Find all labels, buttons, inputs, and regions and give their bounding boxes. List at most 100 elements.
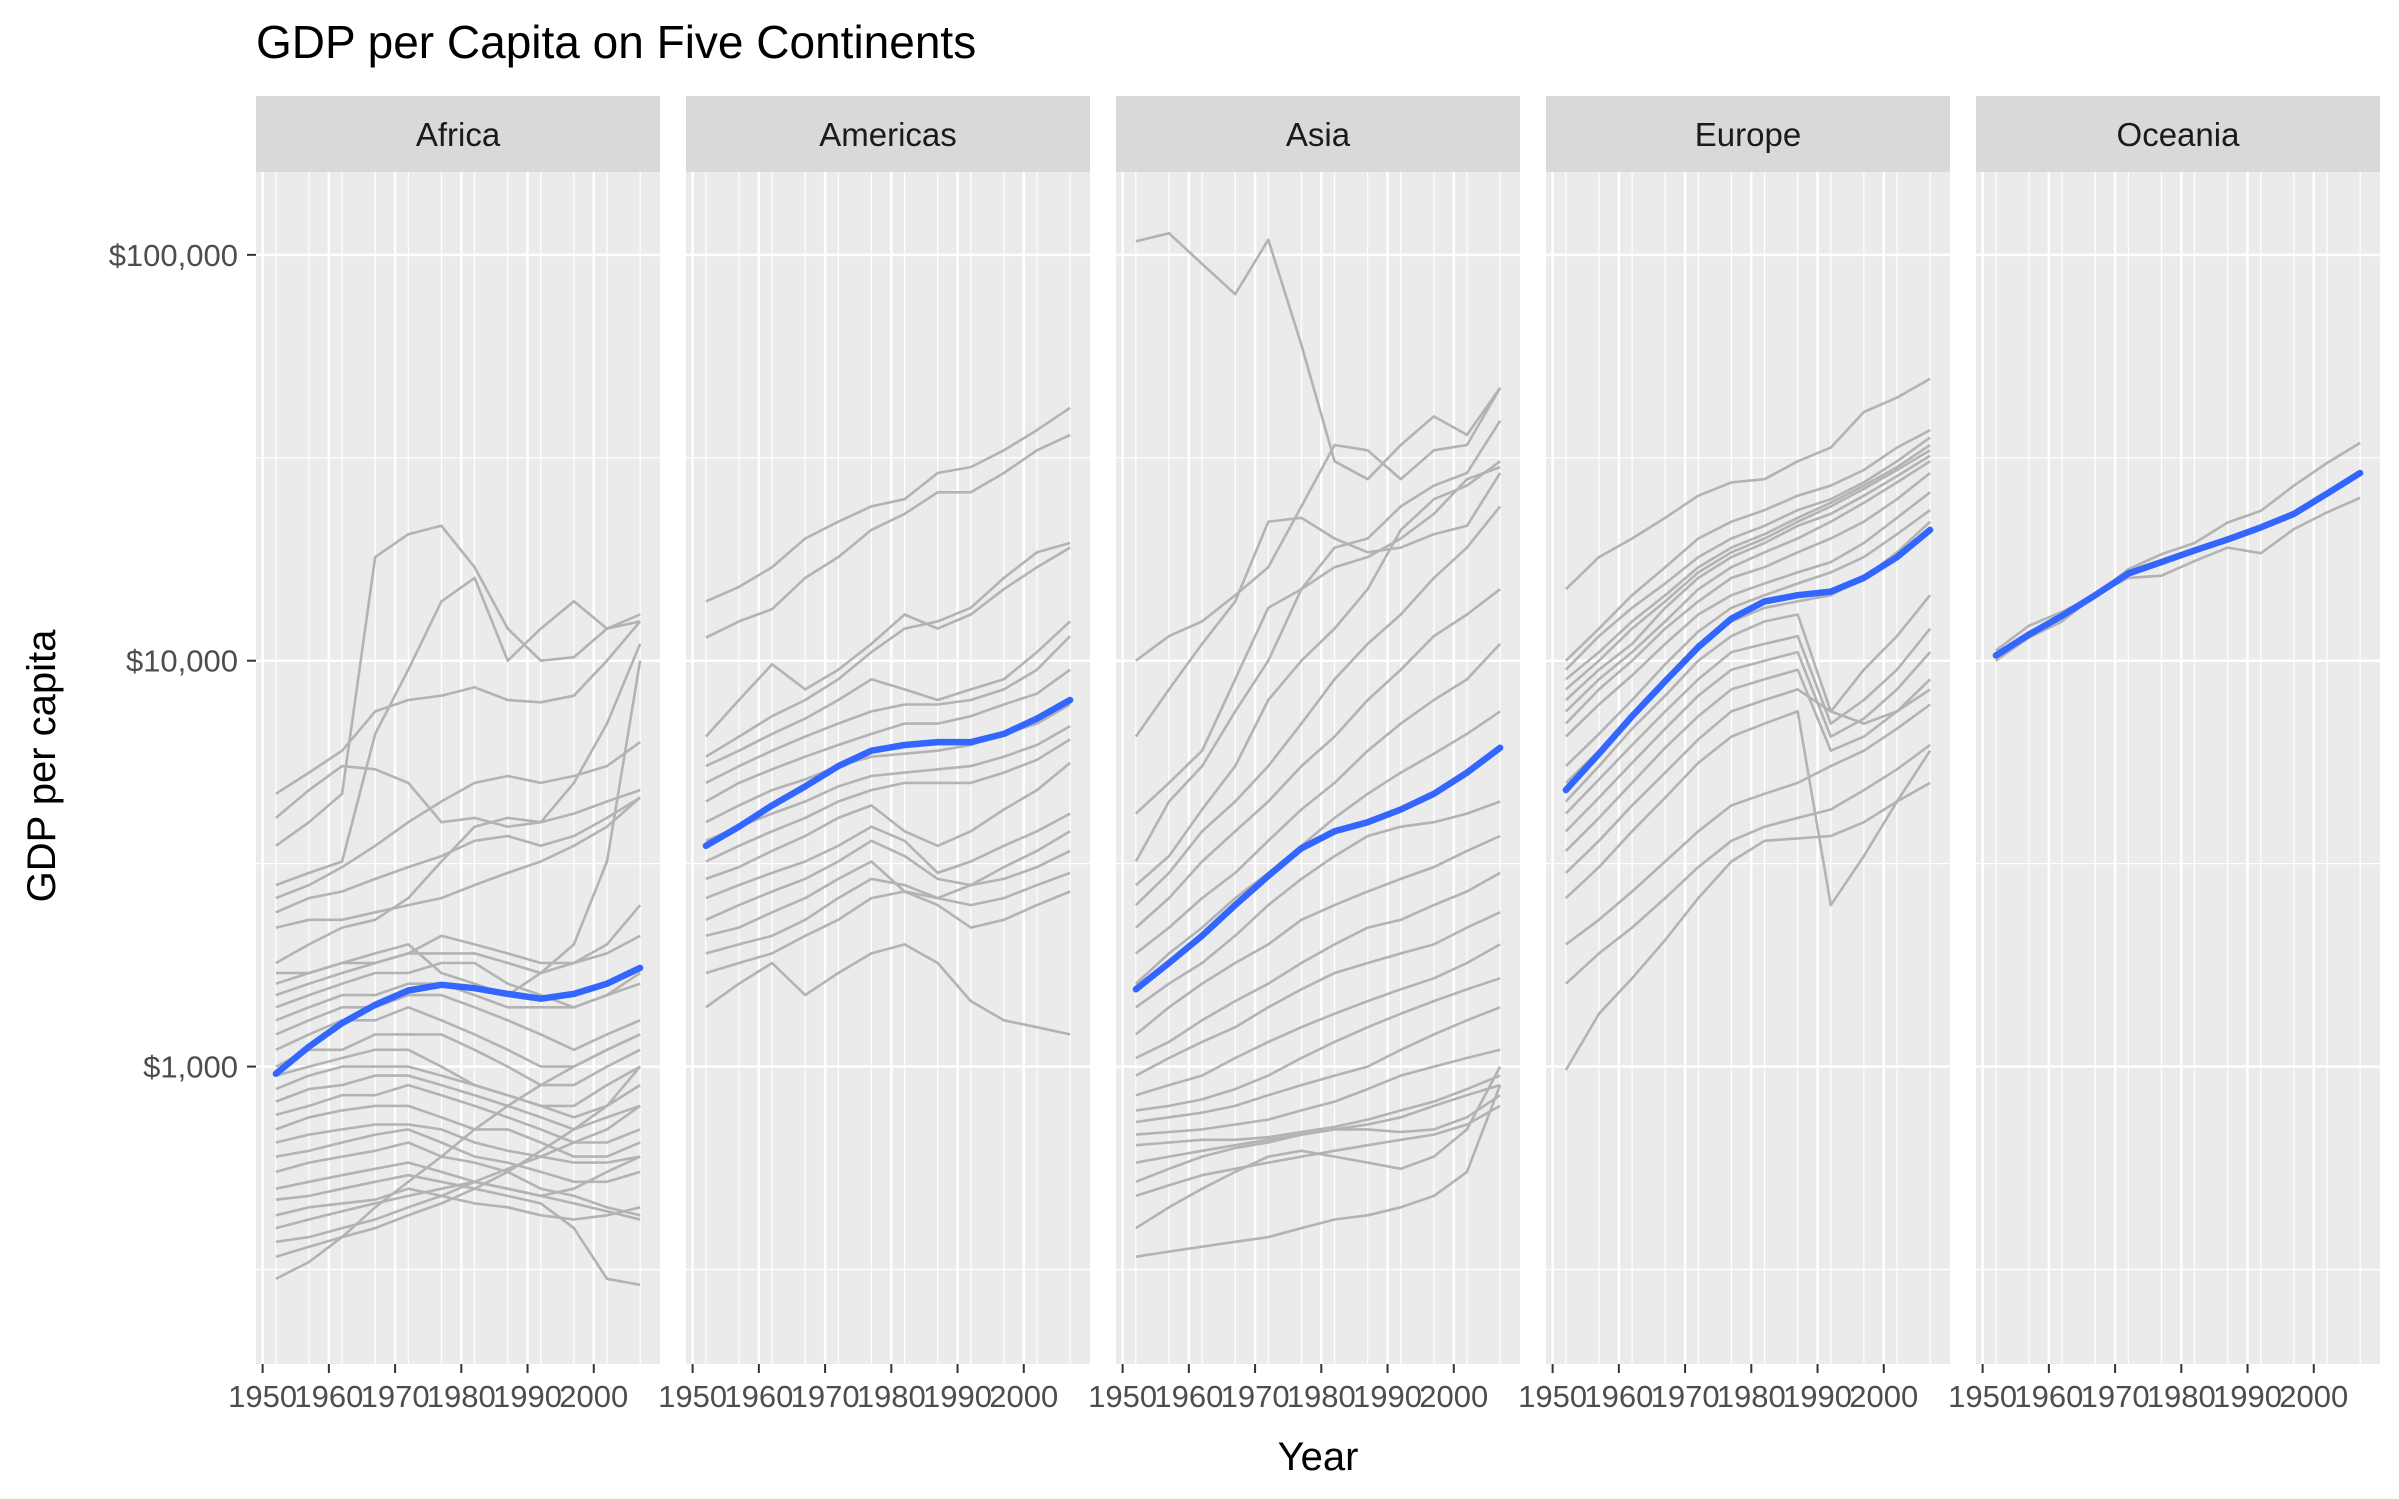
country-line [1135,232,1502,481]
country-line [275,1161,641,1221]
country-line [275,1065,641,1119]
country-line [1564,781,1931,1071]
country-line [275,1104,641,1158]
country-line [705,668,1071,803]
x-tick-label: 1990 [923,1379,992,1414]
x-tick-label: 1960 [1584,1379,1653,1414]
x-tick-label: 1950 [1518,1379,1587,1414]
country-line [275,796,641,929]
country-line [1135,643,1502,955]
country-line [275,993,641,1052]
country-line [705,871,1071,955]
country-line [1564,650,1932,833]
facet-strip-label: Africa [416,116,501,153]
x-tick-label: 1980 [857,1379,926,1414]
country-line [705,849,1071,938]
country-line [1564,688,1931,874]
country-line [1135,588,1501,929]
x-tick-label: 1980 [1717,1379,1786,1414]
facet-strip-label: Americas [819,116,957,153]
x-tick-label: 2000 [559,1379,628,1414]
y-tick-label: $10,000 [126,644,238,679]
country-line [275,1128,641,1184]
x-tick-label: 1990 [493,1379,562,1414]
facet-strip [1116,96,1520,172]
facet-strip [256,96,660,172]
country-line [275,1033,641,1280]
country-line [1135,911,1501,1077]
panel-background [686,172,1090,1364]
chart-title: GDP per Capita on Five Continents [256,16,976,68]
trend-line [1562,526,1934,794]
country-line [275,643,642,965]
country-line [1135,465,1501,815]
x-tick-label: 1970 [791,1379,860,1414]
country-line [705,541,1071,758]
country-line [1135,834,1501,1036]
country-line [1135,871,1501,1060]
country-line [275,1083,641,1144]
x-tick-label: 1960 [724,1379,793,1414]
trend-line [1132,744,1504,993]
country-line [1135,710,1501,985]
x-tick-label: 1950 [1948,1379,2017,1414]
country-line [1135,1048,1501,1136]
facet-strip-label: Asia [1286,116,1351,153]
x-tick-label: 2000 [2279,1379,2348,1414]
country-line [705,433,1071,639]
country-line [1565,710,1932,907]
country-line [1564,377,1931,591]
y-tick-label: $1,000 [143,1050,238,1085]
panel-background [1116,172,1520,1364]
facet-strip [1976,96,2380,172]
country-line [1995,441,2361,662]
country-line [275,796,641,914]
x-tick-label: 1970 [1221,1379,1290,1414]
country-line [705,406,1071,603]
trend-line [272,964,644,1078]
country-line [705,812,1071,900]
country-line [1134,505,1502,907]
country-line [275,576,641,887]
country-line [1564,509,1931,768]
country-line [275,904,642,985]
x-tick-label: 1980 [427,1379,496,1414]
y-tick-label: $100,000 [109,238,238,273]
country-line [1564,594,1932,803]
country-line [1564,627,1932,815]
country-line [275,1187,641,1221]
country-line [1565,443,1931,681]
x-tick-label: 1980 [2147,1379,2216,1414]
country-line [1564,436,1931,671]
country-line [275,1104,641,1244]
country-line [1135,977,1501,1112]
x-tick-label: 2000 [1419,1379,1488,1414]
x-tick-label: 1960 [1154,1379,1223,1414]
country-line [1135,1094,1501,1184]
country-line [1135,1006,1501,1124]
facet-strip [686,96,1090,172]
country-line [1135,943,1501,1097]
country-line [1135,800,1501,1009]
country-line [705,724,1071,842]
x-tick-label: 1970 [2081,1379,2150,1414]
country-line [1564,428,1931,662]
trend-line [1992,469,2364,659]
x-tick-label: 1960 [294,1379,363,1414]
country-line [705,738,1071,863]
country-line [705,620,1071,768]
country-line [275,1123,641,1164]
x-tick-label: 1950 [658,1379,727,1414]
country-line [275,620,642,795]
country-line [1564,460,1931,713]
x-tick-label: 1990 [1353,1379,1422,1414]
country-line [275,1065,642,1258]
country-line [275,1048,641,1108]
country-line [1565,454,1931,701]
country-line [1135,1065,1502,1230]
